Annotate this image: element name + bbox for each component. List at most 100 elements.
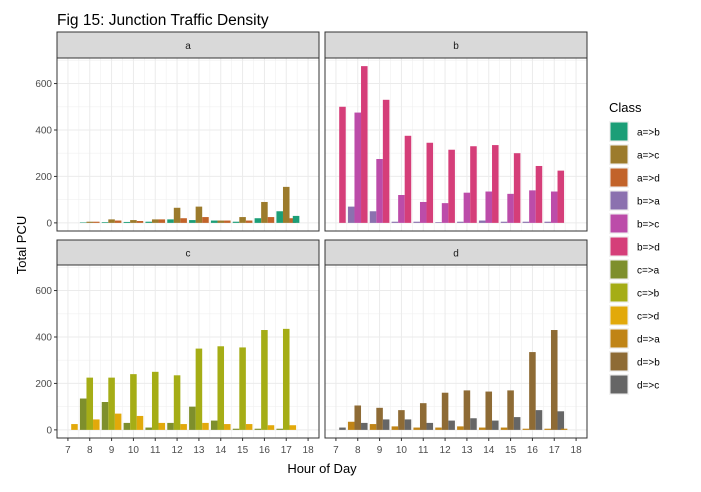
bar-a-to-d-hour-9 xyxy=(115,221,122,223)
bar-b-to-a-hour-13 xyxy=(457,222,464,223)
bar-a-to-d-hour-11 xyxy=(159,219,166,222)
legend-item-b-to-d[interactable]: b=>d xyxy=(609,236,660,257)
bar-a-to-b-hour-14 xyxy=(211,221,218,223)
bar-d-to-b-hour-9 xyxy=(376,408,383,430)
x-tick-label: 10 xyxy=(128,445,140,456)
bar-c-to-a-hour-13 xyxy=(189,407,196,430)
bar-d-to-c-hour-13 xyxy=(470,418,477,430)
x-tick-label: 8 xyxy=(355,445,361,456)
facet-label-d: d xyxy=(453,249,459,260)
legend-label: b=>d xyxy=(637,243,660,254)
legend-item-d-to-c[interactable]: d=>c xyxy=(609,374,659,395)
legend-label: b=>a xyxy=(637,197,660,208)
bar-a-to-c-hour-10 xyxy=(130,220,137,223)
legend-item-c-to-b[interactable]: c=>b xyxy=(609,282,660,303)
legend-item-a-to-d[interactable]: a=>d xyxy=(609,167,660,188)
bar-b-to-c-hour-8 xyxy=(354,113,361,223)
legend-item-a-to-b[interactable]: a=>b xyxy=(609,121,660,142)
legend-label: d=>a xyxy=(637,335,660,346)
y-tick-label: 600 xyxy=(35,286,52,297)
y-tick-label: 400 xyxy=(35,332,52,343)
bar-d-to-b-hour-17 xyxy=(551,330,558,430)
bar-b-to-c-hour-16 xyxy=(529,190,536,223)
x-tick-label: 14 xyxy=(483,445,495,456)
bar-c-to-a-hour-17 xyxy=(276,429,283,430)
bar-c-to-b-hour-17 xyxy=(283,329,290,430)
bar-b-to-c-hour-17 xyxy=(551,192,558,223)
x-tick-label: 11 xyxy=(150,445,161,456)
bar-b-to-a-hour-8 xyxy=(348,207,355,223)
bar-b-to-c-hour-11 xyxy=(420,202,427,223)
bar-c-to-d-hour-8 xyxy=(93,419,100,429)
legend-swatch xyxy=(611,353,628,371)
bar-d-to-c-hour-17 xyxy=(558,411,565,430)
bar-a-to-c-hour-9 xyxy=(108,219,115,222)
legend-item-b-to-a[interactable]: b=>a xyxy=(609,190,660,211)
bar-d-to-b-hour-15 xyxy=(507,390,514,429)
legend-swatch xyxy=(611,376,628,394)
legend-item-b-to-c[interactable]: b=>c xyxy=(609,213,659,234)
legend-item-c-to-d[interactable]: c=>d xyxy=(609,305,659,326)
bar-a-to-c-hour-8 xyxy=(86,222,93,223)
legend-label: d=>b xyxy=(637,358,660,369)
bar-a-to-c-hour-12 xyxy=(174,208,181,223)
y-tick-label: 0 xyxy=(46,218,52,229)
x-tick-label: 17 xyxy=(281,445,293,456)
x-tick-label: 16 xyxy=(259,445,271,456)
bar-c-to-a-hour-8 xyxy=(80,399,87,430)
legend-label: a=>d xyxy=(637,174,660,185)
bar-c-to-d-hour-7 xyxy=(71,424,78,430)
bar-d-to-c-hour-8 xyxy=(361,423,368,430)
bar-a-to-b-hour-12 xyxy=(167,219,174,222)
bar-a-to-d-hour-10 xyxy=(137,221,144,223)
bar-d-to-c-hour-14 xyxy=(492,421,499,430)
x-tick-label: 8 xyxy=(87,445,93,456)
bar-d-to-a-hour-16 xyxy=(523,429,530,430)
bar-d-to-c-hour-12 xyxy=(448,421,455,430)
bar-c-to-b-hour-9 xyxy=(108,378,115,430)
bar-b-to-c-hour-14 xyxy=(485,192,492,223)
legend-item-c-to-a[interactable]: c=>a xyxy=(609,259,660,280)
bar-c-to-a-hour-15 xyxy=(233,429,240,430)
legend-item-d-to-a[interactable]: d=>a xyxy=(609,328,660,349)
legend-item-d-to-b[interactable]: d=>b xyxy=(609,351,660,372)
bar-a-to-b-hour-10 xyxy=(124,222,131,223)
x-tick-label: 13 xyxy=(461,445,473,456)
legend-swatch xyxy=(611,215,628,233)
bar-b-to-d-hour-16 xyxy=(536,166,543,223)
bar-b-to-a-hour-14 xyxy=(479,221,486,223)
bar-c-to-d-hour-9 xyxy=(115,414,122,430)
legend-swatch xyxy=(611,123,628,141)
bar-c-to-b-hour-16 xyxy=(261,330,268,430)
bar-b-to-c-hour-12 xyxy=(442,203,449,223)
bar-d-to-a-hour-10 xyxy=(392,426,399,429)
bar-b-to-c-hour-15 xyxy=(507,194,514,223)
legend-title: Class xyxy=(609,100,642,115)
bar-a-to-d-hour-16 xyxy=(268,217,275,223)
x-tick-label: 17 xyxy=(549,445,561,456)
bar-d-to-b-hour-12 xyxy=(442,393,449,430)
legend-item-a-to-c[interactable]: a=>c xyxy=(609,144,659,165)
bar-c-to-a-hour-16 xyxy=(255,429,262,430)
legend-swatch xyxy=(611,284,628,302)
x-tick-label: 12 xyxy=(172,445,184,456)
bar-b-to-d-hour-9 xyxy=(383,100,390,223)
bar-c-to-d-hour-11 xyxy=(159,423,166,430)
bar-a-to-c-hour-13 xyxy=(196,207,203,223)
bar-a-to-c-hour-11 xyxy=(152,219,159,222)
bar-d-to-c-hour-10 xyxy=(405,419,412,429)
bar-b-to-a-hour-11 xyxy=(413,222,420,223)
bar-c-to-d-hour-12 xyxy=(180,424,187,430)
bar-b-to-a-hour-15 xyxy=(501,222,508,223)
facet-label-b: b xyxy=(453,41,459,52)
bar-c-to-a-hour-12 xyxy=(167,423,174,430)
legend[interactable]: a=>ba=>c a=>d b=>a b=>c b=>d c=>ac=>bc=>d d=>a… xyxy=(609,121,660,395)
y-tick-label: 200 xyxy=(35,172,52,183)
bar-c-to-b-hour-12 xyxy=(174,375,181,430)
x-axis-label: Hour of Day xyxy=(287,461,357,476)
x-tick-label: 15 xyxy=(505,445,517,456)
bar-b-to-a-hour-10 xyxy=(392,222,399,223)
